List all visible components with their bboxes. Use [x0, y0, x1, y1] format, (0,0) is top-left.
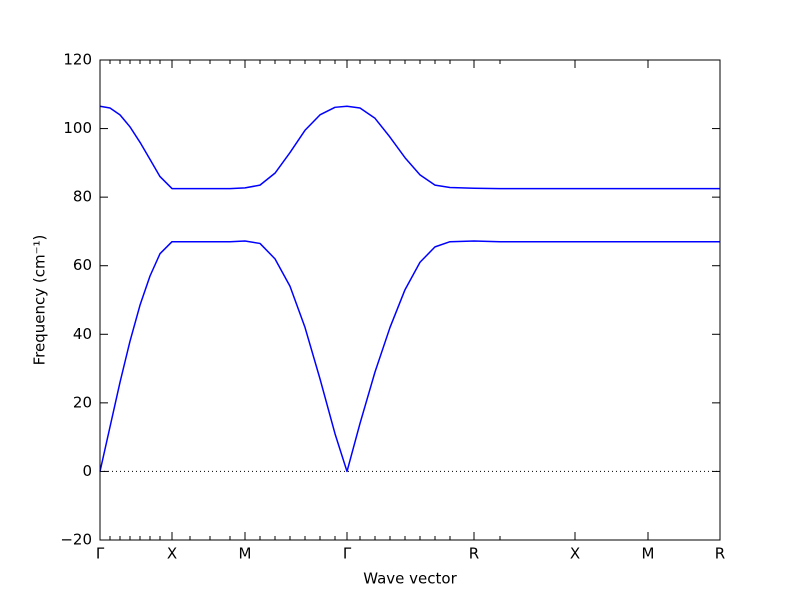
x-tick-label: X [167, 545, 177, 563]
plot-frame [99, 59, 721, 541]
y-tick-label: 120 [63, 51, 92, 69]
x-tick-label: M [239, 545, 252, 563]
x-axis-label: Wave vector [363, 570, 457, 588]
y-tick-label: 60 [73, 256, 92, 274]
y-tick-label: 80 [73, 188, 92, 206]
y-tick-label: −20 [60, 531, 92, 549]
x-tick-label: R [469, 545, 479, 563]
y-axis-label: Frequency (cm⁻¹) [31, 235, 49, 366]
band-line [99, 105, 720, 190]
y-tick-label: 40 [73, 325, 92, 343]
x-tick-label: M [642, 545, 655, 563]
x-tick-label: R [715, 545, 725, 563]
y-tick-label: 0 [82, 462, 92, 480]
band-line [99, 240, 720, 473]
x-tick-label: X [570, 545, 580, 563]
x-tick-label: Γ [343, 545, 352, 563]
y-tick-label: 100 [63, 119, 92, 137]
y-tick-label: 20 [73, 393, 92, 411]
x-tick-label: Γ [96, 545, 105, 563]
